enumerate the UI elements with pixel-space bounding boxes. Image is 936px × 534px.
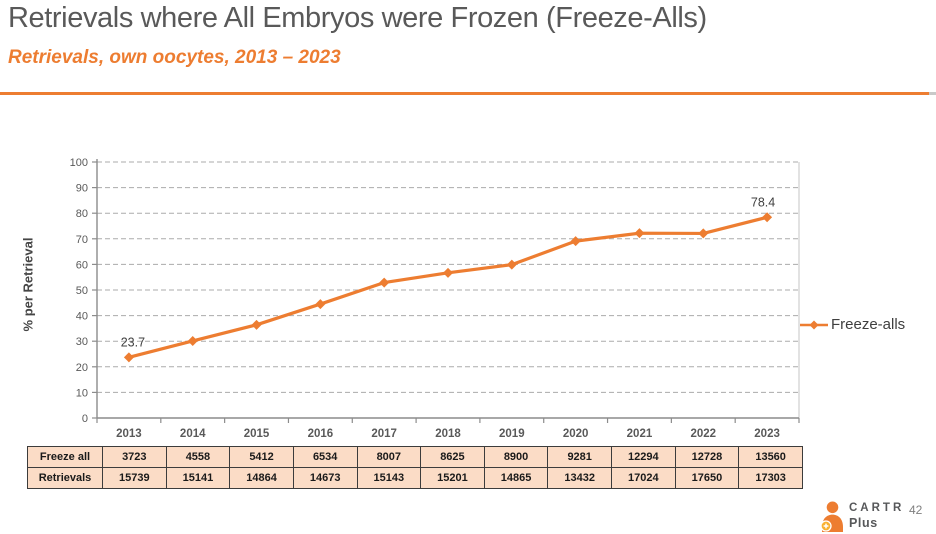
x-tick-label: 2018: [435, 428, 461, 440]
row-label-cell: Freeze all: [27, 446, 103, 468]
data-point-marker: [762, 212, 773, 223]
person-plus-icon: [820, 501, 843, 532]
value-cell: 8900: [483, 446, 549, 468]
divider-tip: [929, 92, 936, 95]
y-tick-label: 30: [76, 336, 88, 348]
y-tick-label: 10: [76, 387, 88, 399]
y-tick-label: 70: [76, 234, 88, 246]
value-cell: 3723: [102, 446, 167, 468]
data-point-marker: [506, 259, 517, 270]
brand-suffix: Plus: [849, 515, 878, 530]
data-point-marker: [251, 319, 262, 330]
cartr-plus-logo: CARTR Plus: [820, 501, 904, 533]
y-tick-label: 60: [76, 259, 88, 271]
page-title: Retrievals where All Embryos were Frozen…: [8, 2, 707, 34]
data-table: Freeze all 3723 4558 5412 6534 8007 8625 8900 92…: [27, 446, 803, 489]
chart-legend: Freeze-alls: [799, 316, 905, 333]
brand-name: CARTR: [849, 502, 905, 514]
legend-line-marker-icon: [800, 320, 828, 329]
x-tick-label: 2017: [371, 428, 397, 440]
data-point-marker: [123, 352, 134, 363]
value-cell: 12294: [611, 446, 676, 468]
value-cell: 8007: [356, 446, 422, 468]
data-point-marker: [698, 228, 709, 239]
y-tick-label: 90: [76, 183, 88, 195]
data-point-label: 23.7: [121, 335, 145, 349]
data-point-marker: [315, 299, 326, 310]
x-tick-label: 2022: [690, 428, 716, 440]
y-tick-label: 40: [76, 311, 88, 323]
value-cell: 14865: [483, 467, 549, 489]
value-cell: 14864: [229, 467, 294, 489]
value-cell: 4558: [165, 446, 231, 468]
x-tick-label: 2019: [499, 428, 525, 440]
legend-label: Freeze-alls: [831, 316, 906, 333]
value-cell: 12728: [674, 446, 740, 468]
brand-text: CARTR Plus: [849, 501, 904, 530]
y-tick-label: 20: [76, 362, 88, 374]
value-cell: 17303: [738, 467, 803, 489]
freeze-alls-line-chart: 0 10 20 30 40 50 60 70 80 90 100 2013 2014 2015 2016 20…: [70, 157, 800, 440]
table-row: Freeze all 3723 4558 5412 6534 8007 8625 8900 92…: [27, 446, 803, 468]
value-cell: 17024: [611, 467, 676, 489]
table-row: Retrievals 15739 15141 14864 14673 15143 15201…: [27, 467, 803, 489]
data-point-label: 78.4: [751, 195, 775, 209]
value-cell: 15201: [420, 467, 485, 489]
value-cell: 15739: [102, 467, 167, 489]
x-tick-label: 2020: [563, 428, 589, 440]
series-line: [127, 215, 769, 359]
data-point-marker: [570, 236, 581, 247]
value-cell: 5412: [229, 446, 294, 468]
y-tick-label: 100: [70, 157, 88, 169]
value-cell: 15141: [165, 467, 231, 489]
data-point-marker: [187, 335, 198, 346]
x-tick-label: 2014: [180, 428, 206, 440]
value-cell: 6534: [292, 446, 358, 468]
data-point-marker: [634, 228, 645, 239]
y-tick-label: 0: [82, 413, 88, 425]
value-cell: 15143: [356, 467, 422, 489]
data-point-marker: [379, 277, 390, 288]
y-tick-label: 50: [76, 285, 88, 297]
value-cell: 17650: [674, 467, 740, 489]
y-tick-label: 80: [76, 208, 88, 220]
x-tick-label: 2021: [627, 428, 653, 440]
divider-line: [0, 92, 929, 95]
value-cell: 13560: [738, 446, 803, 468]
value-cell: 14673: [292, 467, 358, 489]
value-cell: 8625: [420, 446, 485, 468]
x-tick-label: 2015: [244, 428, 270, 440]
row-label-cell: Retrievals: [27, 467, 103, 489]
value-cell: 9281: [547, 446, 612, 468]
page-number: 42: [909, 503, 923, 517]
page-subtitle: Retrievals, own oocytes, 2013 – 2023: [8, 47, 341, 68]
value-cell: 13432: [547, 467, 612, 489]
x-tick-label: 2016: [308, 428, 334, 440]
data-point-marker: [443, 267, 453, 278]
x-tick-label: 2023: [754, 428, 780, 440]
x-tick-label: 2013: [116, 428, 142, 440]
